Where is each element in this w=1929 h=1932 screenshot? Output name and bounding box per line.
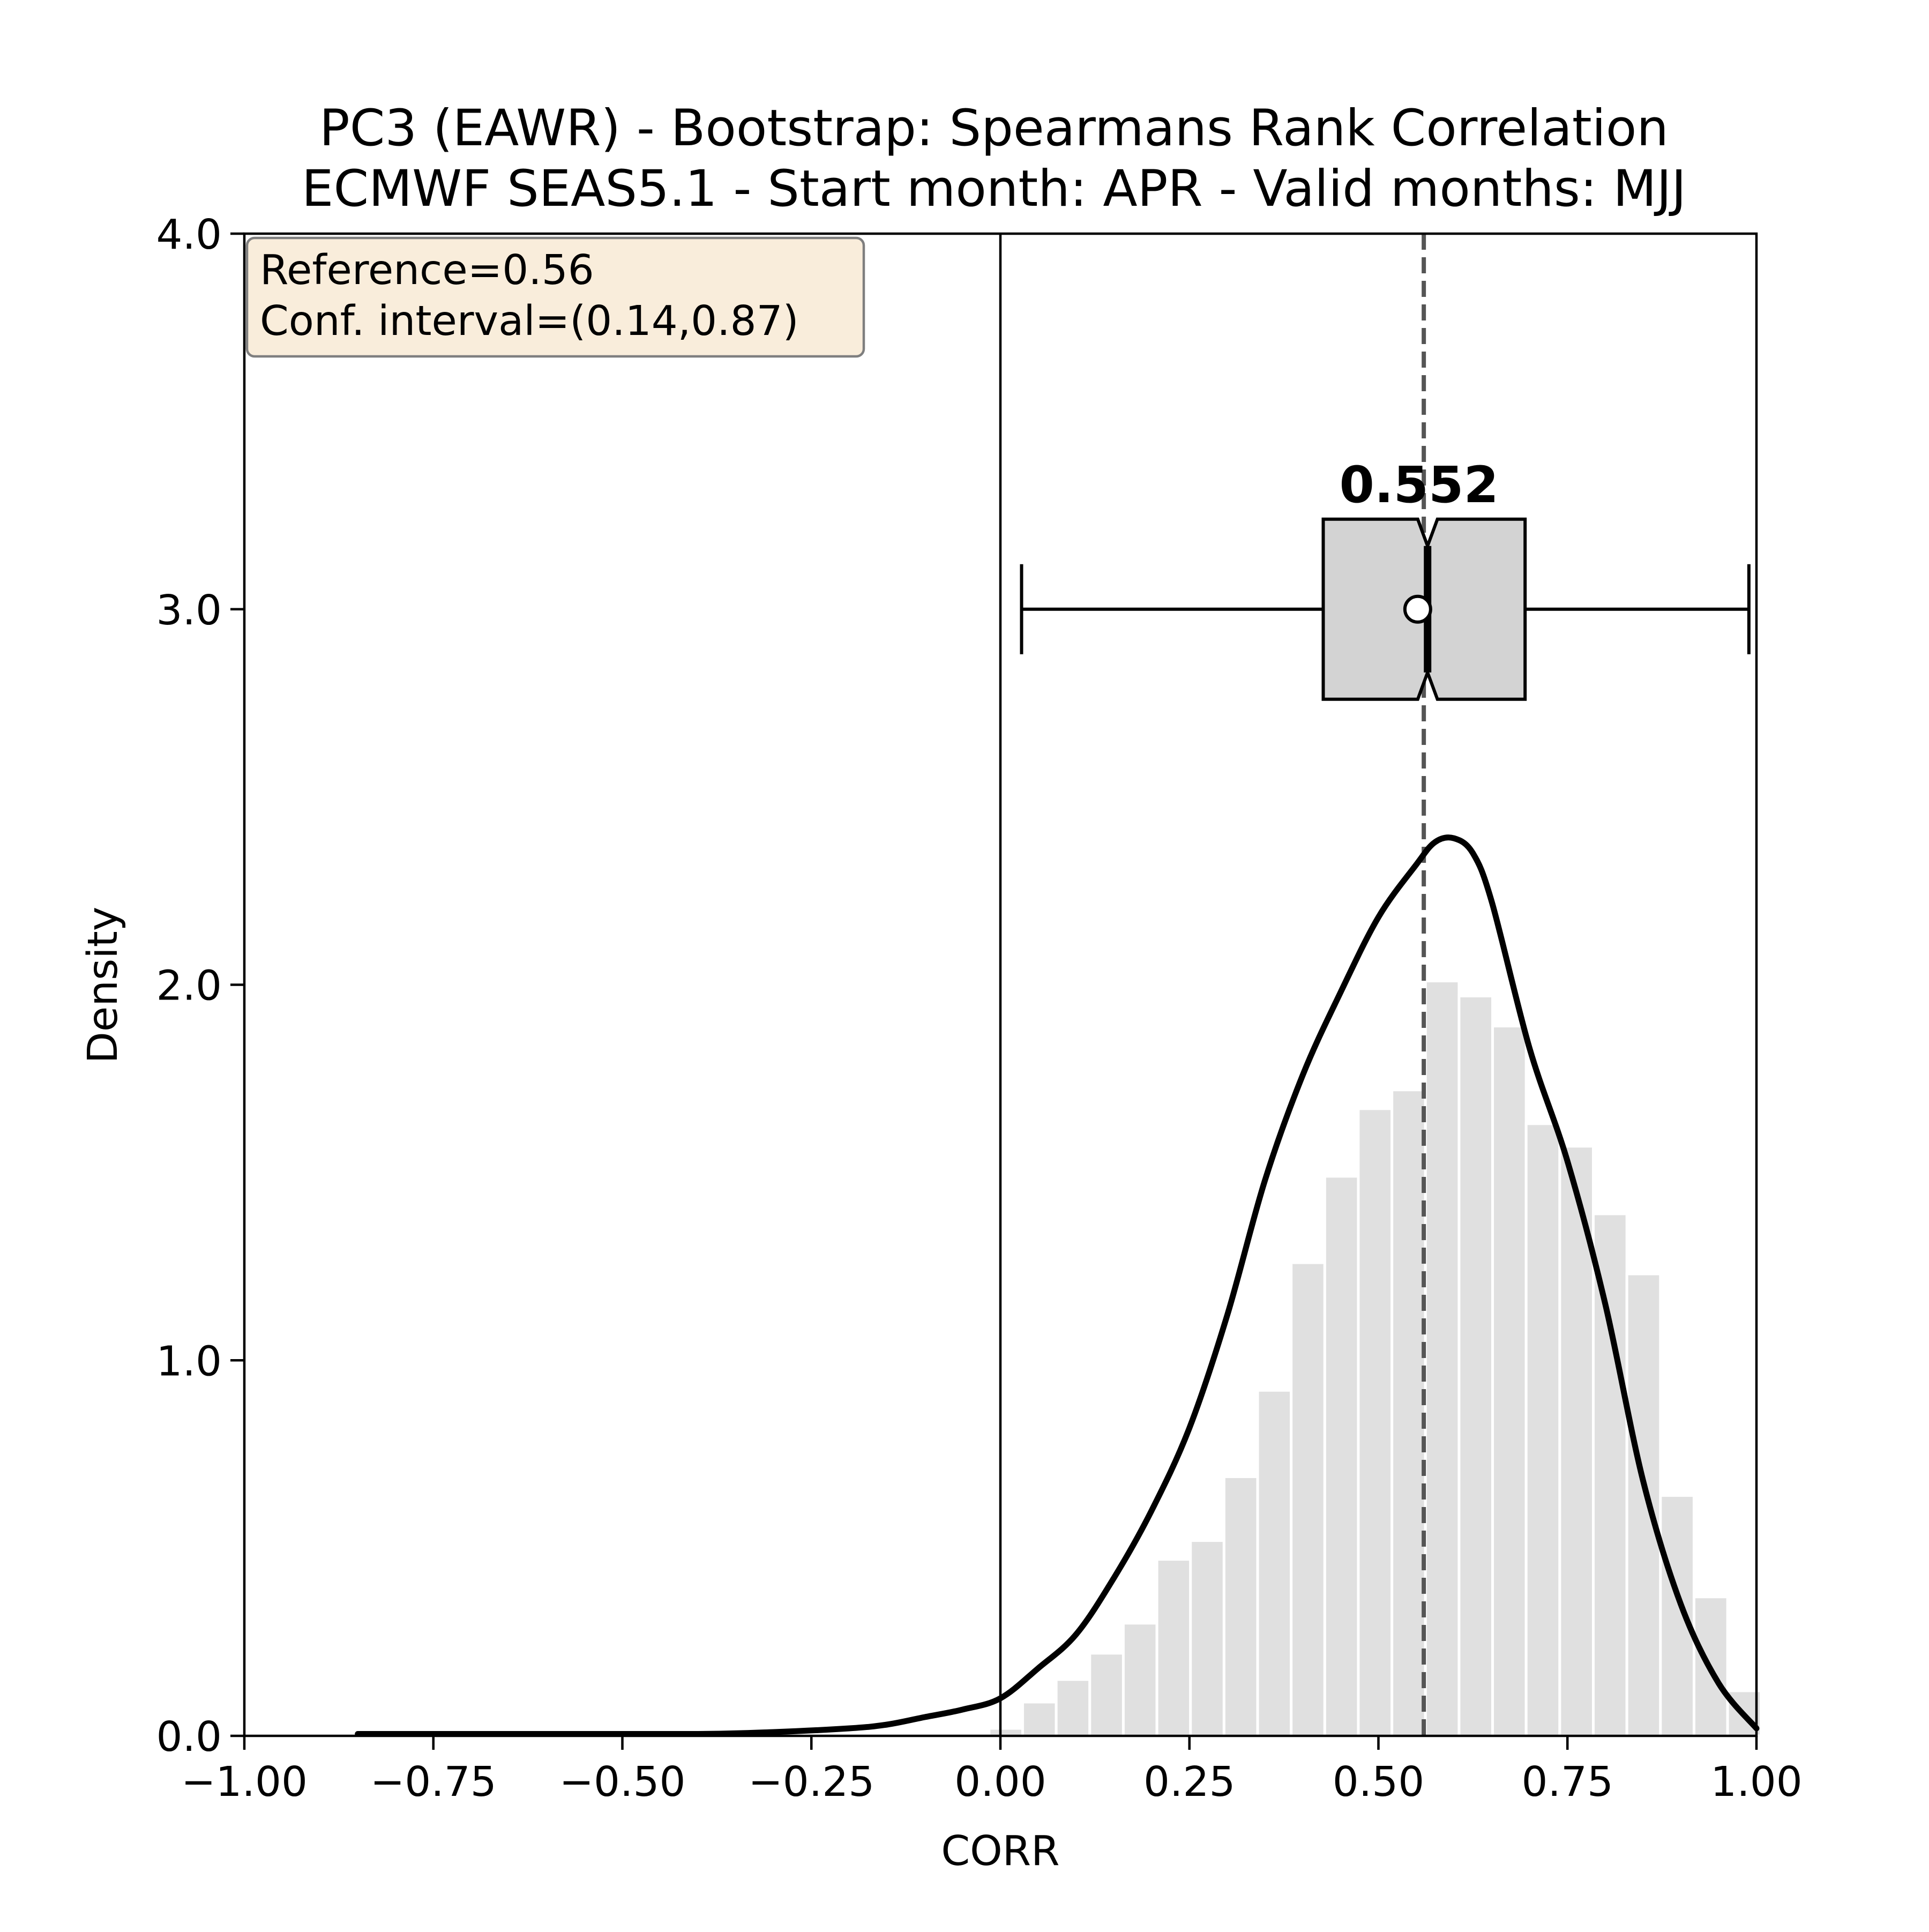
- histogram-bar-18: [1592, 1212, 1628, 1737]
- y-axis-ticks: 0.0 1.0 2.0 3.0 4.0: [156, 211, 244, 1761]
- x-axis-label: CORR: [941, 1827, 1059, 1875]
- y-tick-label-2: 2.0: [156, 963, 222, 1010]
- histogram-bars: [988, 979, 1763, 1737]
- histogram-bar-14: [1457, 995, 1494, 1737]
- histogram-bar-5: [1155, 1558, 1192, 1737]
- y-tick-label-1: 1.0: [156, 1338, 222, 1385]
- x-tick-label-2: −0.50: [559, 1758, 686, 1806]
- boxplot: [1020, 517, 1751, 701]
- histogram-bar-6: [1189, 1539, 1225, 1737]
- y-tick-label-3: 3.0: [156, 587, 222, 635]
- x-tick-label-3: −0.25: [748, 1758, 874, 1806]
- x-tick-label-0: −1.00: [181, 1758, 308, 1806]
- histogram-bar-12: [1390, 1088, 1427, 1737]
- y-tick-label-4: 4.0: [156, 211, 222, 259]
- kde-curve-group: [355, 834, 1760, 1737]
- histogram-bar-3: [1088, 1652, 1125, 1737]
- histogram-bar-10: [1323, 1175, 1360, 1737]
- x-tick-label-4: 0.00: [954, 1758, 1046, 1806]
- histogram-bar-13: [1424, 979, 1461, 1737]
- annotation-box: [245, 236, 865, 358]
- histogram-bar-15: [1491, 1025, 1528, 1737]
- histogram-bar-4: [1121, 1622, 1158, 1737]
- x-tick-label-1: −0.75: [370, 1758, 497, 1806]
- chart-title: PC3 (EAWR) - Bootstrap: Spearmans Rank C…: [319, 99, 1669, 158]
- chart-subtitle: ECMWF SEAS5.1 - Start month: APR - Valid…: [302, 160, 1686, 218]
- x-tick-label-6: 0.50: [1333, 1758, 1424, 1806]
- boxplot-mean-marker: [1403, 594, 1432, 624]
- x-tick-label-5: 0.25: [1143, 1758, 1235, 1806]
- histogram-bar-1: [1021, 1700, 1058, 1737]
- histogram-bar-20: [1659, 1494, 1695, 1737]
- reference-annotation: Reference=0.56 Conf. interval=(0.14,0.87…: [245, 236, 865, 358]
- histogram-bar-9: [1290, 1261, 1326, 1737]
- annotation-reference: Reference=0.56: [260, 247, 594, 294]
- vertical-lines: [999, 234, 1426, 1736]
- x-tick-label-7: 0.75: [1522, 1758, 1613, 1806]
- histogram-bar-11: [1357, 1107, 1394, 1737]
- y-tick-label-0: 0.0: [156, 1713, 222, 1761]
- boxplot-mean-label: 0.552: [1340, 456, 1499, 514]
- kde-curve: [355, 834, 1760, 1737]
- x-tick-label-8: 1.00: [1710, 1758, 1802, 1806]
- annotation-conf-interval: Conf. interval=(0.14,0.87): [260, 297, 799, 345]
- histogram-bar-19: [1625, 1272, 1662, 1737]
- y-axis-label: Density: [79, 907, 127, 1064]
- histogram-bar-8: [1256, 1389, 1293, 1737]
- histogram-bar-2: [1055, 1678, 1091, 1737]
- histogram-bar-7: [1222, 1475, 1259, 1737]
- x-axis-ticks: −1.00 −0.75 −0.50 −0.25 0.00 0.25 0.50 0.75 1.00: [181, 1736, 1803, 1806]
- histogram-bar-16: [1524, 1122, 1561, 1737]
